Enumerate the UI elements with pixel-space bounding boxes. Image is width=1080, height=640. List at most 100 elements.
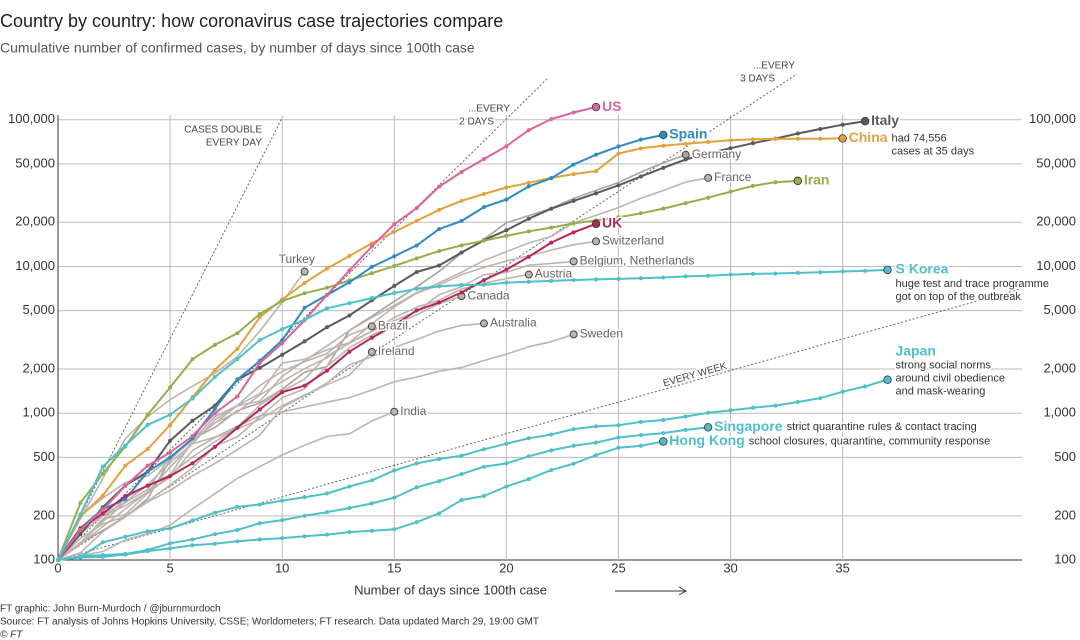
data-point [616,183,621,188]
data-point [773,136,778,141]
reference-label: EVERY WEEK [662,361,729,390]
data-point [168,412,173,417]
y-tick-label-right: 5,000 [1043,302,1076,317]
data-point [235,377,240,382]
data-point [437,284,442,289]
data-point [414,520,419,525]
y-tick-label-right: 1,000 [1043,405,1076,420]
x-axis-label: Number of days since 100th case [354,582,547,597]
data-point [481,493,486,498]
data-point [123,534,128,539]
data-point [325,491,330,496]
data-point [168,450,173,455]
footer-credit: FT graphic: John Burn-Murdoch / @jburnmu… [0,604,221,615]
y-tick-label: 100,000 [8,111,55,126]
highlight-line [57,268,888,561]
data-point [549,206,554,211]
data-point [280,298,285,303]
data-point [437,184,442,189]
data-point [683,201,688,206]
data-point [638,443,643,448]
data-point [526,180,531,185]
data-point [302,339,307,344]
reference-line [57,77,549,561]
country-line [57,325,373,561]
y-tick-label-right: 50,000 [1036,155,1076,170]
data-point [302,495,307,500]
data-point [369,271,374,276]
data-point [549,432,554,437]
x-tick-label: 5 [166,560,173,575]
country-line [57,273,529,561]
data-point [638,419,643,424]
data-point [168,541,173,546]
data-point [280,518,285,523]
data-point [280,536,285,541]
data-point [795,270,800,275]
data-point [190,537,195,542]
data-point [750,183,755,188]
data-point [661,417,666,422]
y-tick-label: 50,000 [15,155,55,170]
chart-subtitle: Cumulative number of confirmed cases, by… [0,40,475,56]
reference-label: CASES DOUBLE [184,125,262,136]
data-point [302,291,307,296]
y-tick-label: 100 [33,551,55,566]
data-point [571,172,576,177]
data-point [257,338,262,343]
data-point [459,472,464,477]
data-point [591,219,601,229]
data-point [257,311,262,316]
data-point [616,445,621,450]
data-point [392,222,397,227]
reference-lines [57,73,1021,561]
reference-label: EVERY DAY [206,138,262,149]
data-point [190,461,195,466]
data-point [526,216,531,221]
data-point [235,331,240,336]
end-point [367,347,376,356]
data-point [369,501,374,506]
data-point [190,396,195,401]
data-point [325,368,330,373]
data-point [145,549,150,554]
data-point [347,268,352,273]
data-point [280,327,285,332]
data-point [257,365,262,370]
data-point [325,510,330,515]
country-label: Brazil [378,319,408,333]
data-point [145,412,150,417]
data-point [883,265,892,275]
data-point [659,437,668,446]
data-point [347,313,352,318]
data-point [571,461,576,466]
data-point [280,390,285,395]
highlight-line [57,440,664,561]
data-point [616,215,621,220]
country-line [57,154,686,561]
data-point [661,431,666,436]
data-point [750,271,755,276]
data-point [838,134,847,143]
country-label: Canada [468,288,510,302]
data-point [549,240,554,245]
data-point [212,374,217,379]
country-label: Ireland [378,344,415,358]
end-point [569,257,578,266]
data-point [302,513,307,518]
data-point [616,144,621,149]
annotation: around civil obedience [895,373,1004,385]
end-point [592,237,601,246]
data-point [347,349,352,354]
data-point [190,518,195,523]
x-tick-label: 15 [387,560,401,575]
data-point [661,165,666,170]
data-point [235,539,240,544]
data-point [212,532,217,537]
data-point [347,280,352,285]
highlight-label: China [849,129,888,145]
data-point [392,254,397,259]
data-point [818,136,823,141]
x-tick-label: 35 [835,560,849,575]
data-point [481,447,486,452]
